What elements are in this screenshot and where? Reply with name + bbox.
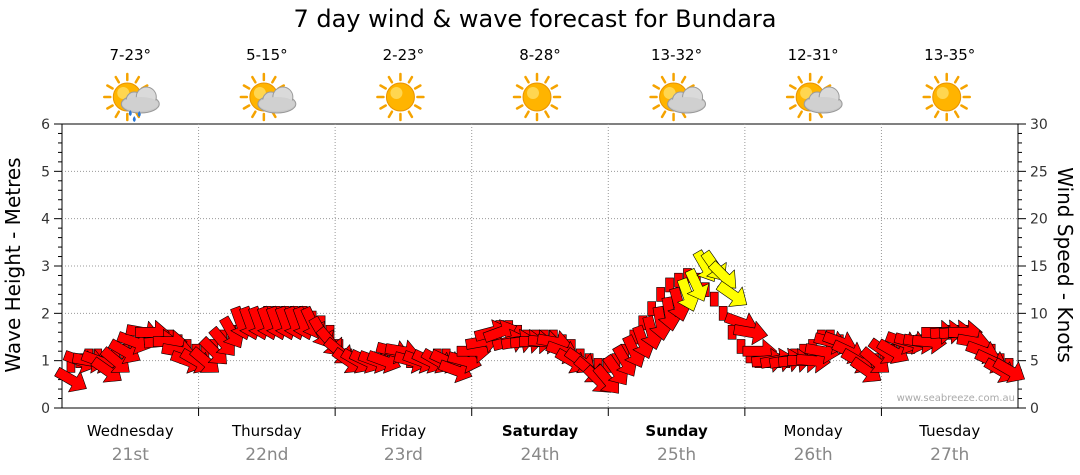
cloud-shape — [120, 86, 160, 114]
wind-arrows-series — [54, 249, 1025, 394]
left-axis-title: Wave Height - Metres — [1, 157, 25, 372]
left-tick-label: 5 — [41, 164, 50, 180]
sun-cloud-rain-icon — [103, 72, 160, 122]
left-tick-label: 6 — [41, 117, 50, 133]
sun-cloud-icon — [785, 72, 843, 122]
right-tick-label: 25 — [1030, 164, 1048, 180]
grid-lines — [62, 124, 1018, 408]
day-temperature: 8-28° — [519, 46, 561, 64]
sun-shape — [512, 72, 562, 122]
sun-icon — [512, 72, 562, 122]
day-name-label: Thursday — [231, 422, 302, 440]
right-tick-label: 30 — [1030, 117, 1048, 133]
right-tick-label: 15 — [1030, 259, 1048, 275]
chart-title: 7 day wind & wave forecast for Bundara — [293, 5, 776, 33]
sun-cloud-icon — [649, 72, 707, 122]
sun-shape — [922, 72, 971, 122]
left-tick-label: 0 — [41, 401, 50, 417]
wind-arrow-point — [859, 346, 890, 373]
sun-icon — [922, 72, 971, 122]
day-temperature: 12-31° — [788, 46, 839, 64]
cloud-shape — [803, 86, 843, 114]
wind-arrow-point — [849, 356, 882, 383]
day-name-label: Monday — [784, 422, 843, 440]
day-temperature: 13-35° — [924, 46, 975, 64]
sun-icon — [376, 72, 425, 122]
wave-height-point — [665, 277, 674, 293]
sun-cloud-icon — [239, 72, 297, 122]
right-axis: 0 5 10 15 20 25 30 — [1018, 117, 1048, 417]
wind-arrow-point — [99, 346, 130, 373]
day-temperature: 2-23° — [383, 46, 425, 64]
right-tick-label: 10 — [1030, 306, 1048, 322]
credit-text: www.seabreeze.com.au — [897, 393, 1015, 404]
cloud-shape — [257, 86, 297, 114]
day-name-label: Saturday — [502, 422, 579, 440]
right-axis-title: Wind Speed - Knots — [1053, 167, 1077, 363]
wind-arrow-point — [715, 280, 748, 307]
left-tick-label: 3 — [41, 259, 50, 275]
sun-shape — [376, 72, 425, 122]
day-date-label: 24th — [520, 445, 559, 465]
left-tick-label: 2 — [41, 306, 50, 322]
wind-arrow-point — [876, 338, 909, 364]
day-temperature: 13-32° — [651, 46, 702, 64]
day-date-label: 26th — [794, 445, 833, 465]
day-date-label: 22nd — [245, 445, 288, 465]
day-name-label: Tuesday — [918, 422, 980, 440]
day-temperature: 5-15° — [246, 46, 288, 64]
left-axis: 0 1 2 3 4 5 6 — [41, 117, 62, 417]
cloud-shape — [667, 86, 707, 114]
wind-arrow-point — [992, 357, 1025, 383]
rain-shape — [128, 110, 141, 122]
day-axis: Wednesday 21st Thursday 22nd Friday 23rd Satur… — [87, 408, 980, 465]
daily-weather-row: 7-23° 5-15° 2-23° 8-28° 13-32° 12-31° 13-35° — [103, 46, 975, 122]
right-tick-label: 0 — [1030, 401, 1039, 417]
wind-arrow-point — [54, 366, 87, 393]
day-date-label: 27th — [930, 445, 969, 465]
left-tick-label: 1 — [41, 354, 50, 370]
day-temperature: 7-23° — [110, 46, 152, 64]
wind-arrow-point — [90, 356, 122, 383]
wave-height-point — [709, 291, 719, 307]
right-tick-label: 5 — [1030, 354, 1039, 370]
wave-height-point — [656, 287, 665, 302]
wind-arrow-point — [107, 338, 141, 364]
day-date-label: 21st — [112, 445, 149, 465]
day-name-label: Friday — [381, 422, 427, 440]
wind-arrow-point — [684, 268, 710, 302]
wind-arrow-point — [733, 320, 768, 346]
day-date-label: 23rd — [384, 445, 423, 465]
left-tick-label: 4 — [41, 212, 50, 228]
day-name-label: Wednesday — [87, 422, 174, 440]
day-date-label: 25th — [657, 445, 696, 465]
day-name-label: Sunday — [645, 422, 708, 440]
right-tick-label: 20 — [1030, 212, 1048, 228]
